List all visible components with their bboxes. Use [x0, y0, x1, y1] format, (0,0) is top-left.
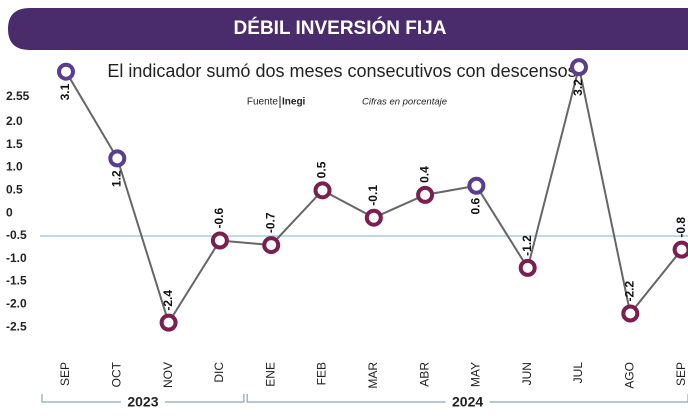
value-label: -0.7: [263, 212, 277, 233]
marker: [210, 231, 229, 250]
y-tick-label: 2.55: [6, 89, 30, 103]
value-label: 0.5: [315, 161, 329, 178]
x-tick-label: NOV: [161, 362, 175, 388]
marker: [672, 240, 688, 259]
x-tick-label: AGO: [622, 362, 636, 389]
value-label: -0.8: [674, 217, 688, 238]
y-tick-label: 1.5: [6, 137, 23, 151]
value-label: 0.4: [417, 166, 431, 183]
y-tick-label: -2.0: [6, 297, 27, 311]
value-label: 3.1: [58, 83, 72, 100]
value-label: 3.2: [571, 79, 585, 96]
y-tick-label: -1.0: [6, 251, 27, 265]
y-tick-label: 2.0: [6, 114, 23, 128]
year-label-bg: [120, 395, 165, 411]
chart-title: DÉBIL INVERSIÓN FIJA: [234, 17, 447, 39]
value-label: -0.6: [212, 207, 226, 228]
x-tick-label: JUL: [571, 362, 585, 384]
subtitle: El indicador sumó dos meses consecutivos…: [107, 61, 576, 81]
value-label: -0.1: [366, 185, 380, 206]
y-tick-label: -1.5: [6, 274, 27, 288]
source-label: Fuente: [247, 97, 279, 108]
y-tick-label: 1.0: [6, 160, 23, 174]
value-label: -2.2: [622, 280, 636, 301]
marker: [313, 181, 332, 200]
note: Cifras en porcentaje: [362, 97, 447, 108]
x-tick-label: DIC: [212, 362, 226, 383]
x-tick-label: ENE: [263, 362, 277, 387]
y-tick-label: 0.5: [6, 182, 23, 196]
x-tick-label: OCT: [109, 361, 123, 387]
x-tick-label: JUN: [520, 362, 534, 385]
value-label: 1.2: [109, 170, 123, 187]
marker: [108, 149, 127, 168]
marker: [262, 236, 281, 255]
marker: [364, 208, 383, 227]
year-label: 2024: [452, 394, 483, 410]
marker: [570, 58, 588, 77]
marker: [57, 62, 75, 81]
y-tick-label: -0.5: [6, 228, 27, 242]
x-tick-label: FEB: [315, 362, 329, 385]
year-label-bg: [445, 395, 490, 411]
marker: [416, 185, 435, 204]
marker: [467, 176, 486, 195]
marker: [621, 304, 640, 323]
value-label: 0.6: [469, 197, 483, 214]
x-tick-label: MAY: [469, 362, 483, 387]
marker: [159, 313, 178, 332]
source: Inegi: [282, 97, 306, 108]
y-tick-label: 0: [6, 205, 13, 219]
value-label: -1.2: [520, 235, 534, 256]
year-label: 2023: [127, 394, 158, 410]
x-tick-label: SEP: [674, 362, 688, 386]
value-label: -2.4: [161, 290, 175, 311]
title-bar: [8, 8, 688, 50]
x-tick-label: SEP: [58, 362, 72, 386]
marker: [518, 258, 537, 277]
x-tick-label: MAR: [366, 362, 380, 389]
y-tick-label: -2.5: [6, 319, 27, 333]
x-tick-label: ABR: [417, 362, 431, 387]
